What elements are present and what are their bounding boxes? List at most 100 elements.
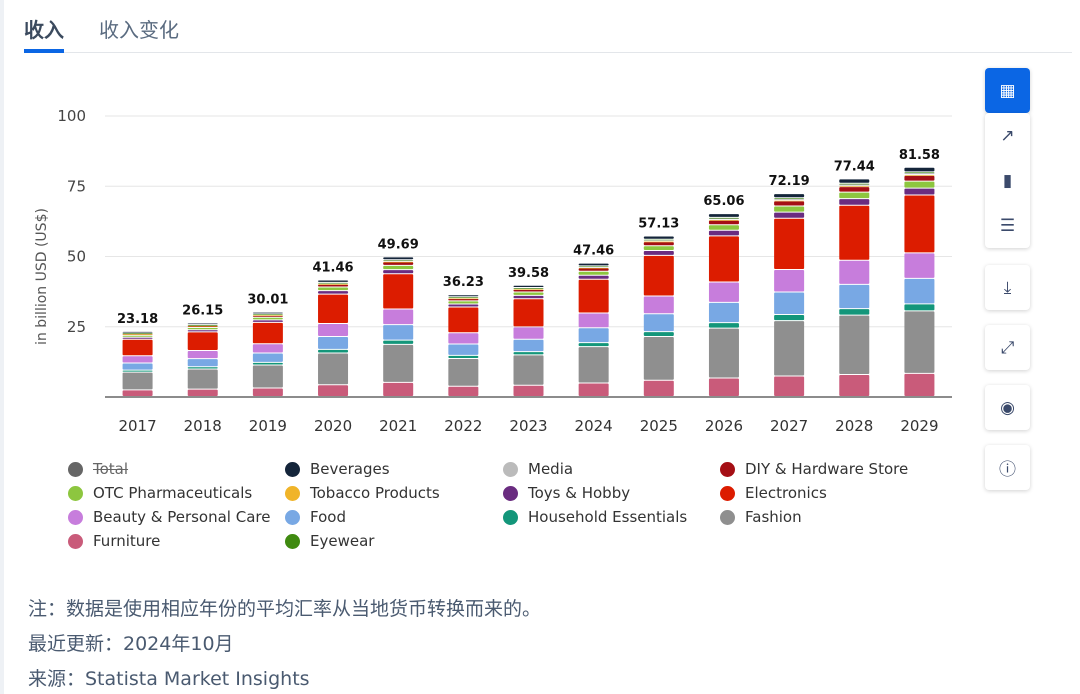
bar-segment-eyewear	[904, 172, 935, 173]
legend-item[interactable]: Eyewear	[285, 532, 374, 550]
bar-segment-diy-hardware-store	[839, 187, 870, 192]
legend-item[interactable]: Toys & Hobby	[503, 484, 630, 502]
eye-icon: ◉	[1000, 397, 1015, 418]
total-label: 72.19	[769, 174, 810, 189]
total-label: 30.01	[247, 293, 288, 308]
bar-segment-electronics	[578, 279, 609, 313]
legend-swatch	[285, 533, 300, 549]
bar-segment-toys-hobby	[839, 199, 870, 205]
fullscreen-button[interactable]: ⤢	[985, 325, 1030, 370]
total-label: 81.58	[899, 148, 940, 163]
legend-item[interactable]: Total	[68, 460, 128, 478]
bar-segment-fashion	[187, 369, 218, 389]
bar-segment-media	[839, 184, 870, 186]
bar-segment-furniture	[708, 378, 739, 396]
bar-segment-furniture	[774, 376, 805, 396]
bar-segment-furniture	[448, 386, 479, 396]
legend-item[interactable]: Tobacco Products	[285, 484, 440, 502]
bar-segment-food	[643, 314, 674, 332]
bar-segment-beverages	[708, 214, 739, 217]
bar-segment-beverages	[252, 312, 283, 314]
download-icon: ⤓	[1003, 277, 1012, 298]
bar-segment-beauty-personal-care	[318, 324, 349, 336]
legend-item[interactable]: Beauty & Personal Care	[68, 508, 270, 526]
bar-segment-fashion	[839, 315, 870, 375]
bar-segment-toys-hobby	[578, 275, 609, 279]
tab-revenue[interactable]: 收入	[24, 14, 64, 53]
legend-item[interactable]: Furniture	[68, 532, 160, 550]
legend-item[interactable]: Media	[503, 460, 573, 478]
bar-segment-eyewear	[839, 183, 870, 185]
toolbar-group: ⤓	[985, 265, 1030, 310]
bar-segment-electronics	[122, 339, 153, 356]
bar-segment-electronics	[774, 218, 805, 269]
bar-segment-food	[708, 302, 739, 323]
bar-segment-toys-hobby	[774, 212, 805, 218]
x-tick-label: 2019	[249, 417, 287, 435]
bar-segment-electronics	[448, 307, 479, 333]
bar-chart-button[interactable]: ▮	[985, 158, 1030, 203]
legend-label: Electronics	[745, 484, 827, 502]
legend-swatch	[720, 509, 735, 525]
fullscreen-icon: ⤢	[1000, 337, 1015, 358]
bar-segment-tobacco-products	[904, 175, 935, 176]
bar-segment-beauty-personal-care	[643, 296, 674, 314]
toolbar-group: ⤢	[985, 325, 1030, 370]
y-tick-label: 75	[67, 177, 86, 195]
dashboard-button[interactable]: ▦	[985, 68, 1030, 113]
legend-swatch	[68, 461, 83, 477]
info-button[interactable]: ⓘ	[985, 445, 1030, 490]
tab-revenue-change[interactable]: 收入变化	[99, 18, 179, 42]
legend-label: DIY & Hardware Store	[745, 460, 909, 478]
footnote: 注：数据是使用相应年份的平均汇率从当地货币转换而来的。	[28, 598, 542, 620]
bar-segment-beauty-personal-care	[708, 282, 739, 302]
legend-item[interactable]: DIY & Hardware Store	[720, 460, 908, 478]
legend-item[interactable]: Fashion	[720, 508, 802, 526]
download-button[interactable]: ⤓	[985, 265, 1030, 310]
y-tick-label: 50	[67, 248, 86, 266]
bar-segment-food	[774, 292, 805, 315]
bar-segment-otc-pharmaceuticals	[318, 287, 349, 291]
bar-segment-diy-hardware-store	[383, 262, 414, 265]
bar-segment-household-essentials	[839, 309, 870, 315]
bar-segment-fashion	[448, 358, 479, 386]
trend-button[interactable]: ↗	[985, 113, 1030, 158]
bar-segment-furniture	[318, 385, 349, 396]
legend-label: Beverages	[310, 460, 390, 478]
legend-item[interactable]: OTC Pharmaceuticals	[68, 484, 252, 502]
stacked-bar-chart: 25 50 75 100 in billion USD (US$) 23.18 2017 26…	[34, 107, 952, 435]
bar-segment-food	[383, 325, 414, 340]
table-button[interactable]: ☰	[985, 203, 1030, 248]
legend-item[interactable]: Beverages	[285, 460, 390, 478]
bar-segment-tobacco-products	[643, 241, 674, 243]
bar-segment-food	[122, 363, 153, 370]
bar-segment-electronics	[383, 274, 414, 309]
bar-segment-tobacco-products	[774, 200, 805, 202]
bar-segment-furniture	[839, 375, 870, 396]
total-label: 39.58	[508, 266, 549, 281]
bar-segment-beauty-personal-care	[448, 333, 479, 344]
bar-segment-otc-pharmaceuticals	[839, 192, 870, 199]
bar-segment-food	[839, 284, 870, 309]
bar-segment-eyewear	[383, 260, 414, 261]
bar-segment-eyewear	[774, 198, 805, 199]
y-tick-label: 100	[57, 107, 86, 125]
legend-item[interactable]: Food	[285, 508, 346, 526]
bar-segment-eyewear	[513, 288, 544, 289]
bar-segment-food	[448, 344, 479, 355]
bar-segment-otc-pharmaceuticals	[904, 181, 935, 188]
legend-item[interactable]: Household Essentials	[503, 508, 687, 526]
toolbar-group: ↗ ▮ ☰	[985, 113, 1030, 248]
eye-button[interactable]: ◉	[985, 385, 1030, 430]
bar-segment-fashion	[643, 337, 674, 380]
legend-item[interactable]: Electronics	[720, 484, 827, 502]
toolbar-group: ▦	[985, 68, 1030, 113]
x-tick-label: 2023	[509, 417, 547, 435]
bar-segment-eyewear	[448, 297, 479, 298]
x-tick-label: 2021	[379, 417, 417, 435]
bar-segment-tobacco-products	[448, 298, 479, 300]
bar-segment-tobacco-products	[122, 333, 153, 335]
bar-segment-household-essentials	[904, 304, 935, 311]
bar-segment-otc-pharmaceuticals	[774, 206, 805, 212]
legend-label: Beauty & Personal Care	[93, 508, 271, 526]
